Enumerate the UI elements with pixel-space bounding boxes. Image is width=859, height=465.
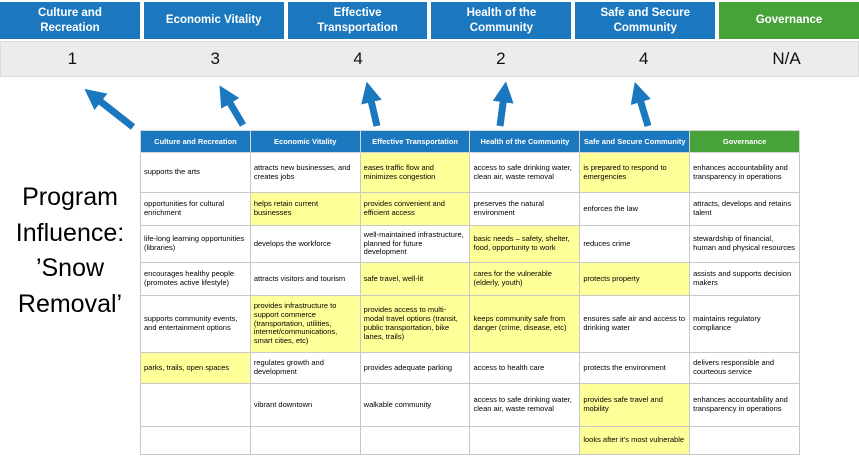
matrix-row: encourages healthy people (promotes acti… (140, 262, 800, 296)
matrix-cell: eases traffic flow and minimizes congest… (359, 152, 471, 193)
matrix-cell: provides infrastructure to support comme… (249, 295, 361, 353)
score-header-governance: Governance (719, 2, 859, 39)
matrix-cell: supports community events, and entertain… (140, 295, 251, 353)
page-title: Program Influence: ’Snow Removal’ (15, 183, 125, 318)
matrix-cell: preserves the natural environment (469, 192, 581, 226)
matrix-cell: delivers responsible and courteous servi… (689, 352, 800, 384)
matrix-col-header: Health of the Community (469, 130, 581, 153)
matrix-header-row: Culture and Recreation Economic Vitality E… (140, 130, 800, 153)
matrix-cell: assists and supports decision makers (689, 262, 800, 296)
matrix-row: vibrant downtown walkable community access… (140, 383, 800, 427)
matrix-row: parks, trails, open spaces regulates grow… (140, 352, 800, 384)
matrix-cell: supports the arts (140, 152, 251, 193)
score-header-economic: Economic Vitality (143, 2, 284, 39)
score-culture: 1 (67, 49, 78, 68)
score-header-transportation: Effective Transportation (287, 2, 428, 39)
score-transportation: 4 (353, 49, 363, 68)
up-arrow-3 (361, 81, 382, 127)
matrix-col-header: Effective Transportation (359, 130, 471, 153)
matrix-cell (249, 426, 361, 455)
matrix-cell: protects the environment (579, 352, 691, 384)
matrix-cell: provides adequate parking (359, 352, 471, 384)
matrix-cell: ensures safe air and access to drinking … (579, 295, 691, 353)
matrix-cell: access to safe drinking water, clean air… (469, 152, 581, 193)
matrix-col-header: Economic Vitality (249, 130, 361, 153)
matrix-cell: maintains regulatory compliance (689, 295, 800, 353)
matrix-col-header: Governance (689, 130, 800, 153)
matrix-cell: access to safe drinking water, clean air… (469, 383, 581, 427)
matrix-cell: vibrant downtown (249, 383, 361, 427)
matrix-cell: provides convenient and efficient access (359, 192, 471, 226)
score-header-health: Health of the Community (431, 2, 572, 39)
matrix-cell (140, 426, 251, 455)
score-governance: N/A (772, 49, 801, 68)
matrix-cell: opportunities for cultural enrichment (140, 192, 251, 226)
influence-matrix: Culture and Recreation Economic Vitality E… (140, 130, 800, 455)
matrix-cell: regulates growth and development (249, 352, 361, 384)
matrix-cell (140, 383, 251, 427)
matrix-cell: looks after it’s most vulnerable (579, 426, 691, 455)
matrix-cell: develops the workforce (249, 225, 361, 263)
matrix-cell: is prepared to respond to emergencies (579, 152, 691, 193)
score-header-row: Culture and Recreation Economic Vitality… (0, 2, 859, 39)
matrix-cell: protects property (579, 262, 691, 296)
matrix-cell: provides access to multi-modal travel op… (359, 295, 471, 353)
matrix-cell: walkable community (359, 383, 471, 427)
matrix-cell (469, 426, 581, 455)
matrix-row: supports the arts attracts new businesses… (140, 152, 800, 193)
matrix-cell: stewardship of financial, human and phys… (689, 225, 800, 263)
up-arrow-4 (492, 81, 514, 127)
matrix-cell: safe travel, well-lit (359, 262, 471, 296)
matrix-cell: cares for the vulnerable (elderly, youth… (469, 262, 581, 296)
matrix-cell: encourages healthy people (promotes acti… (140, 262, 251, 296)
score-row: 1 3 4 2 4 N/A (0, 41, 859, 77)
score-economic: 3 (210, 49, 220, 68)
matrix-cell: enhances accountability and transparency… (689, 152, 800, 193)
up-arrow-5 (630, 81, 652, 128)
matrix-cell: attracts visitors and tourism (249, 262, 361, 296)
score-health: 2 (496, 49, 506, 68)
matrix-row: opportunities for cultural enrichment hel… (140, 192, 800, 226)
matrix-row: supports community events, and entertain… (140, 295, 800, 353)
matrix-cell (689, 426, 800, 455)
up-arrow-2 (219, 85, 247, 127)
matrix-cell: well-maintained infrastructure, planned … (359, 225, 471, 263)
matrix-cell (359, 426, 471, 455)
matrix-cell: helps retain current businesses (249, 192, 361, 226)
score-header-safe: Safe and Secure Community (575, 2, 716, 39)
matrix-cell: attracts new businesses, and creates job… (249, 152, 361, 193)
matrix-cell: basic needs – safety, shelter, food, opp… (469, 225, 581, 263)
score-safe: 4 (638, 49, 649, 68)
matrix-cell: provides safe travel and mobility (579, 383, 691, 427)
matrix-cell: keeps community safe from danger (crime,… (469, 295, 581, 353)
matrix-cell: parks, trails, open spaces (140, 352, 251, 384)
matrix-col-header: Culture and Recreation (140, 130, 251, 153)
up-arrow-1 (84, 88, 136, 130)
matrix-cell: enforces the law (579, 192, 691, 226)
score-header-culture: Culture and Recreation (0, 2, 140, 39)
matrix-cell: reduces crime (579, 225, 691, 263)
matrix-row: life-long learning opportunities (librar… (140, 225, 800, 263)
matrix-cell: access to health care (469, 352, 581, 384)
matrix-col-header: Safe and Secure Community (579, 130, 691, 153)
matrix-row: looks after it’s most vulnerable (140, 426, 800, 455)
matrix-cell: life-long learning opportunities (librar… (140, 225, 251, 263)
matrix-cell: attracts, develops and retains talent (689, 192, 800, 226)
matrix-cell: enhances accountability and transparency… (689, 383, 800, 427)
